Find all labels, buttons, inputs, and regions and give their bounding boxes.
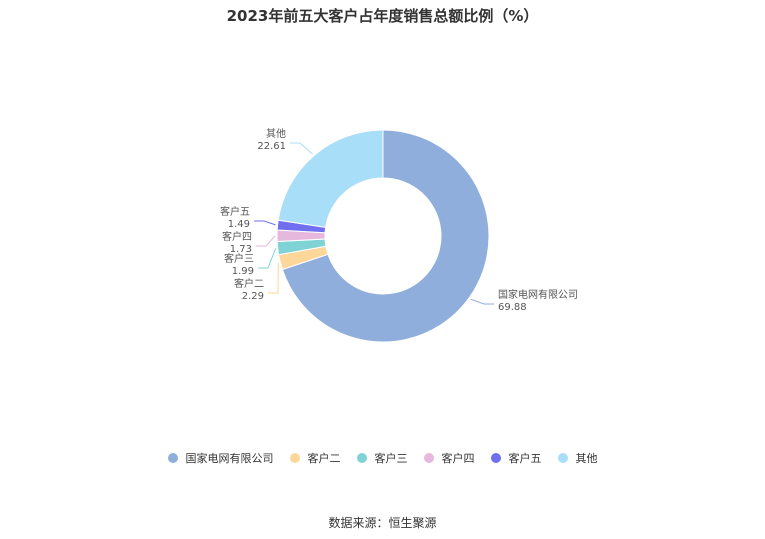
callout-line-3: [256, 235, 276, 247]
callout-line-5: [290, 142, 313, 155]
slice-5[interactable]: [277, 129, 384, 228]
legend-marker-icon: [557, 453, 568, 463]
data-label-name-0: 国家电网有限公司: [498, 288, 578, 301]
chart-legend: 国家电网有限公司 客户二 客户三 客户四 客户五 其他: [0, 450, 765, 466]
chart-title: 2023年前五大客户占年度销售总额比例（%）: [226, 7, 539, 25]
data-label-name-3: 客户四: [222, 230, 252, 243]
data-label-name-5: 其他: [266, 127, 286, 140]
legend-item-2[interactable]: 客户三: [356, 450, 408, 466]
legend-item-4[interactable]: 客户五: [490, 450, 542, 466]
callout-line-0: [470, 298, 494, 305]
legend-item-1[interactable]: 客户二: [289, 450, 341, 466]
slice-0[interactable]: [281, 129, 490, 343]
data-label-name-2: 客户三: [224, 252, 254, 265]
legend-marker-icon: [167, 453, 178, 463]
data-label-value-1: 2.29: [242, 291, 264, 302]
legend-label: 客户三: [374, 452, 408, 465]
legend-label: 客户四: [441, 452, 475, 465]
legend-label: 国家电网有限公司: [185, 452, 274, 465]
callout-line-4: [254, 220, 276, 226]
data-source: 数据来源：恒生聚源: [328, 516, 437, 530]
data-label-value-4: 1.49: [228, 219, 250, 230]
legend-item-3[interactable]: 客户四: [423, 450, 475, 466]
legend-marker-icon: [356, 453, 367, 463]
legend-label: 客户五: [508, 452, 542, 465]
data-label-value-0: 69.88: [498, 302, 527, 313]
legend-item-5[interactable]: 其他: [557, 450, 598, 466]
legend-label: 客户二: [307, 452, 341, 465]
legend-label: 其他: [575, 452, 598, 465]
data-label-name-1: 客户二: [234, 277, 264, 290]
data-label-value-3: 1.73: [230, 244, 252, 255]
data-label-value-5: 22.61: [257, 141, 286, 152]
legend-marker-icon: [423, 453, 434, 463]
data-label-value-2: 1.99: [232, 266, 254, 277]
legend-item-0[interactable]: 国家电网有限公司: [167, 450, 274, 466]
callout-line-2: [258, 248, 277, 269]
callout-line-1: [268, 262, 279, 294]
legend-marker-icon: [490, 453, 501, 463]
legend-marker-icon: [289, 453, 300, 463]
data-label-name-4: 客户五: [220, 205, 250, 218]
